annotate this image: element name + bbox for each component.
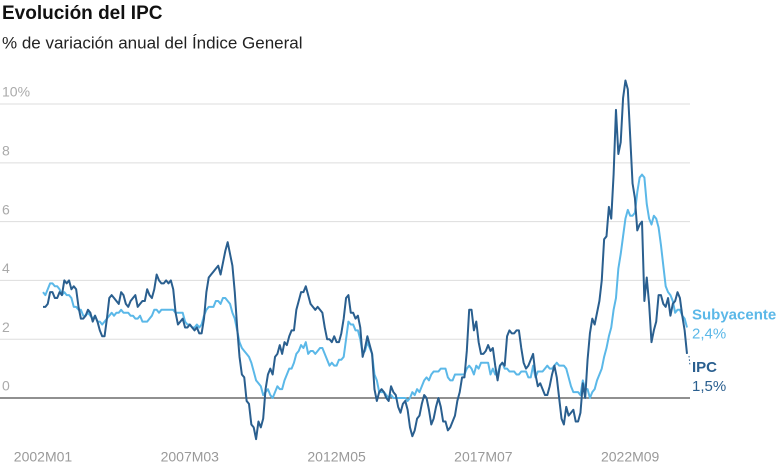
x-tick-label: 2007M03	[161, 449, 220, 465]
leader	[688, 355, 691, 366]
series-line	[42, 173, 688, 402]
x-tick-label: 2002M01	[14, 449, 73, 465]
series-name: Subyacente	[692, 306, 776, 323]
x-tick-label: 2022M09	[601, 449, 660, 465]
y-tick-label: 8	[2, 143, 10, 159]
x-tick-label: 2017M07	[454, 449, 513, 465]
y-tick-label: 0	[2, 378, 10, 394]
chart-subtitle: % de variación anual del Índice General	[2, 33, 303, 52]
x-tick-label: 2012M05	[307, 449, 366, 465]
series-line	[43, 79, 688, 441]
value-label: 1,5%	[692, 378, 726, 395]
y-tick-label: 10%	[2, 84, 30, 100]
y-tick-label: 6	[2, 201, 10, 217]
chart-title: Evolución del IPC	[2, 3, 163, 24]
series-name: IPC	[692, 359, 717, 376]
y-tick-label: 4	[2, 260, 10, 276]
y-tick-label: 2	[2, 319, 10, 335]
value-label: 2,4%	[692, 325, 726, 342]
